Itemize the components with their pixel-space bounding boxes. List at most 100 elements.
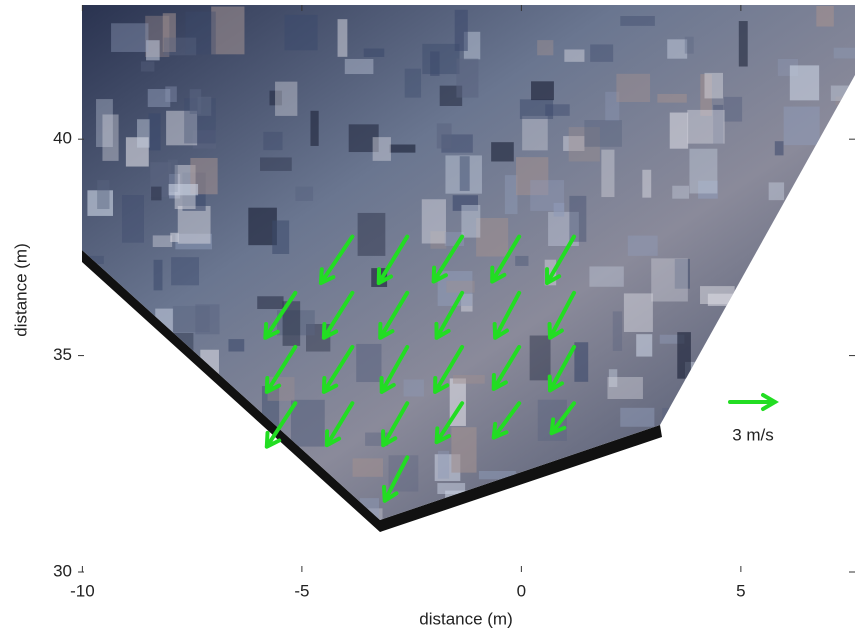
texture-blob [636,334,653,357]
texture-blob [295,186,314,201]
texture-blob [783,106,820,146]
texture-blob [200,450,222,475]
texture-blob [800,202,837,211]
texture-blob [228,339,245,352]
texture-blob [605,483,619,520]
texture-blob [445,155,482,194]
velocity-arrow [324,401,355,448]
velocity-arrow [264,344,298,394]
texture-blob [94,409,116,446]
texture-blob [782,360,817,386]
texture-blob [831,445,840,487]
texture-blob [263,131,283,151]
velocity-arrow [491,401,522,440]
texture-blob [454,9,468,51]
texture-blob [356,343,382,383]
texture-blob [579,488,591,520]
x-axis-label: distance (m) [419,609,513,628]
texture-blob [825,318,844,341]
texture-blob [437,450,450,479]
velocity-arrow [263,290,298,340]
texture-blob [310,110,319,146]
texture-blob [651,258,688,302]
velocity-arrow [378,290,410,340]
y-axis-label: distance (m) [11,243,30,337]
texture-blob [257,296,284,310]
texture-blob [158,406,195,431]
texture-blob [627,235,658,256]
texture-blob [421,199,446,244]
texture-blob [357,212,386,256]
texture-blob [157,381,175,428]
texture-blob [437,483,466,495]
texture-blob [185,11,216,55]
velocity-arrow [549,401,577,436]
texture-blob [352,458,383,477]
velocity-arrow [547,344,577,393]
texture-blob [705,400,721,429]
texture-blob [815,161,851,196]
texture-blob [140,61,155,72]
texture-blob [88,394,111,433]
velocity-arrow [376,234,410,286]
velocity-arrow [545,234,577,286]
texture-blob [269,90,282,106]
texture-blob [589,266,624,287]
texture-blob [531,81,554,101]
texture-blob [165,86,177,102]
velocity-arrow [379,344,410,394]
texture-blob [403,379,424,397]
texture-blob [838,194,855,239]
texture-blob [515,255,529,266]
texture-blob [700,74,712,116]
texture-blob [451,427,477,473]
texture-blob [213,414,239,447]
texture-blob [845,389,855,426]
texture-blob [782,417,793,445]
texture-blob [519,99,554,120]
texture-blob [150,162,172,198]
texture-blob [170,232,179,242]
texture-blob [146,40,160,61]
velocity-arrow [547,290,577,340]
texture-blob [452,195,478,211]
texture-blob [684,36,694,54]
texture-blob [111,23,149,52]
texture-blob [96,99,113,148]
texture-blob [168,183,199,196]
texture-blob [192,130,217,149]
texture-blob [537,40,554,56]
texture-blob [172,305,210,332]
texture-blob [723,96,743,122]
texture-blob [689,148,718,194]
texture-blob [430,51,440,76]
velocity-arrow [382,455,410,503]
velocity-arrow [381,401,410,448]
key-label: 3 m/s [732,425,774,444]
texture-blob [574,342,589,382]
texture-blob [601,149,615,198]
texture-blob [161,479,196,520]
texture-blob [623,293,653,332]
texture-blob [478,470,516,480]
texture-blob [153,259,163,291]
texture-blob [446,280,475,293]
texture-blob [171,257,200,286]
texture-blob [642,169,652,198]
velocity-arrow [492,290,522,340]
texture-blob [820,172,842,201]
texture-blob [142,457,169,483]
texture-blob [698,180,718,199]
texture-blob [163,37,197,56]
texture-blob [713,104,724,144]
texture-blob [84,508,112,520]
x-tick-label: 5 [736,581,745,600]
texture-blob [151,186,162,201]
texture-blob [553,202,565,217]
texture-blob [568,127,600,162]
texture-blob [143,482,159,520]
velocity-arrow [264,401,298,449]
texture-blob [363,48,385,57]
texture-blob [584,120,622,147]
